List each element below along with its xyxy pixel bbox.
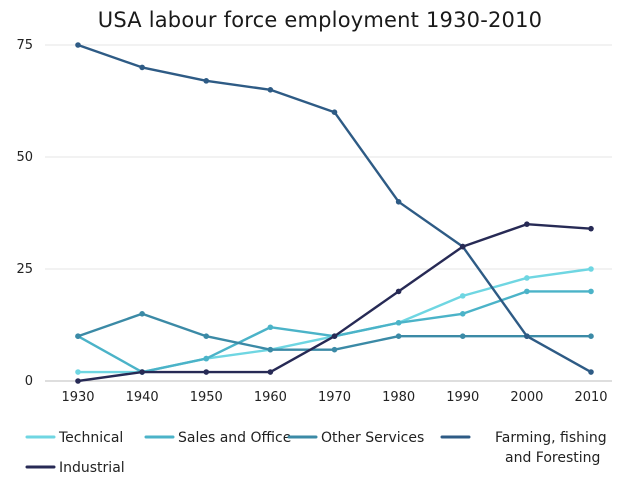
series-2-point-2 xyxy=(203,333,210,340)
x-tick-label: 1990 xyxy=(446,390,479,405)
series-1-point-6 xyxy=(459,311,466,317)
series-1-point-2 xyxy=(203,355,210,362)
series-4-point-2 xyxy=(203,369,210,375)
x-tick-label: 1950 xyxy=(190,390,223,405)
series-0-point-6 xyxy=(459,293,466,299)
series-line-4 xyxy=(76,222,593,383)
series-0-point-7 xyxy=(524,275,530,281)
series-3-point-1 xyxy=(139,64,145,71)
series-4-point-6 xyxy=(459,243,466,250)
series-line-1 xyxy=(76,290,593,374)
legend-label-1: Sales and Office xyxy=(178,430,291,446)
series-1-point-7 xyxy=(524,288,530,295)
series-2-point-1 xyxy=(139,311,145,317)
series-3-point-8 xyxy=(588,369,594,375)
series-3-point-2 xyxy=(203,78,210,84)
series-4-point-3 xyxy=(267,369,274,375)
legend-label-3: Farming, fishing and Foresting xyxy=(495,430,607,466)
series-2-point-6 xyxy=(459,333,466,340)
y-tick-label: 25 xyxy=(16,262,33,277)
series-3-point-5 xyxy=(395,199,402,205)
series-4-point-1 xyxy=(139,369,145,375)
y-tick-label: 75 xyxy=(16,38,33,53)
series-0-point-0 xyxy=(75,369,81,375)
y-tick-label: 50 xyxy=(16,150,33,165)
x-tick-label: 1940 xyxy=(126,390,159,405)
legend-label-4: Industrial xyxy=(59,460,125,476)
series-4-point-8 xyxy=(588,225,594,232)
x-tick-label: 1980 xyxy=(382,390,415,405)
x-tick-label: 1960 xyxy=(254,390,287,405)
series-4-point-0 xyxy=(75,378,81,384)
x-tick-label: 2000 xyxy=(510,390,543,405)
series-4-point-4 xyxy=(331,333,338,340)
x-tick-label: 1930 xyxy=(61,390,94,405)
series-3-point-3 xyxy=(267,87,274,93)
chart-title: USA labour force employment 1930-2010 xyxy=(97,8,543,32)
legend-label-0: Technical xyxy=(58,430,123,446)
legend-label-2: Other Services xyxy=(321,430,424,446)
series-3-point-4 xyxy=(331,109,338,115)
series-2-point-3 xyxy=(267,346,274,353)
series-1-point-5 xyxy=(395,319,402,326)
x-tick-label: 1970 xyxy=(318,390,351,405)
series-3-point-0 xyxy=(75,42,81,48)
series-2-point-5 xyxy=(395,333,402,340)
series-4-point-5 xyxy=(395,288,402,295)
series-0-point-8 xyxy=(588,266,594,272)
series-2-point-0 xyxy=(75,333,81,340)
series-3-point-7 xyxy=(524,333,530,340)
series-1-point-3 xyxy=(267,324,274,331)
series-1-point-8 xyxy=(588,288,594,295)
series-2-point-4 xyxy=(331,346,338,353)
series-2-point-8 xyxy=(588,333,594,340)
series-4-point-7 xyxy=(524,221,530,227)
x-tick-label: 2010 xyxy=(574,390,607,405)
y-tick-label: 0 xyxy=(25,374,33,389)
series-line-3 xyxy=(76,43,593,374)
series-line-0 xyxy=(76,267,593,374)
